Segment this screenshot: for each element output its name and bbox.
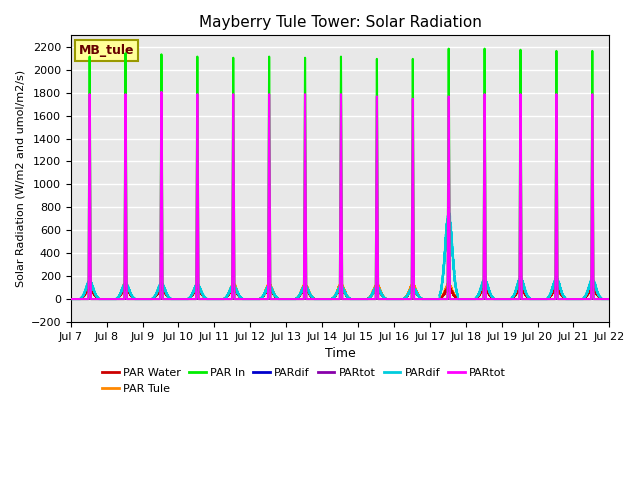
Text: MB_tule: MB_tule <box>79 44 134 57</box>
Y-axis label: Solar Radiation (W/m2 and umol/m2/s): Solar Radiation (W/m2 and umol/m2/s) <box>15 70 25 287</box>
X-axis label: Time: Time <box>324 348 355 360</box>
Legend: PAR Water, PAR Tule, PAR In, PARdif, PARtot, PARdif, PARtot: PAR Water, PAR Tule, PAR In, PARdif, PAR… <box>98 364 511 398</box>
Title: Mayberry Tule Tower: Solar Radiation: Mayberry Tule Tower: Solar Radiation <box>198 15 481 30</box>
